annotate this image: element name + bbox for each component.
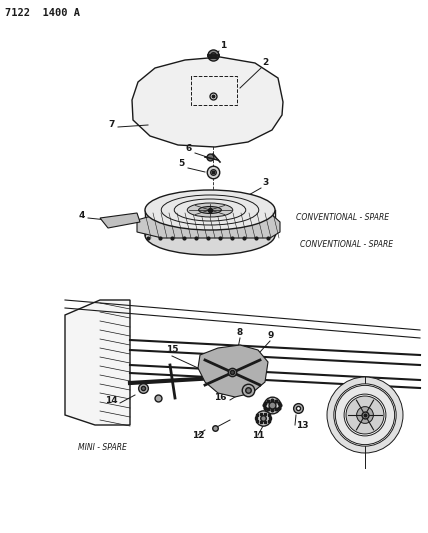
Text: 5: 5 bbox=[179, 159, 185, 168]
Text: 14: 14 bbox=[105, 396, 118, 405]
Ellipse shape bbox=[145, 190, 275, 230]
Circle shape bbox=[357, 407, 373, 423]
Text: 3: 3 bbox=[262, 178, 268, 187]
Ellipse shape bbox=[187, 203, 233, 217]
Text: 6: 6 bbox=[186, 144, 192, 153]
Text: 1: 1 bbox=[220, 41, 226, 50]
Text: 10: 10 bbox=[378, 423, 390, 432]
Text: CONVENTIONAL - SPARE: CONVENTIONAL - SPARE bbox=[300, 240, 393, 249]
Circle shape bbox=[334, 384, 396, 446]
Polygon shape bbox=[137, 213, 280, 238]
Text: 4: 4 bbox=[79, 211, 85, 220]
Text: 13: 13 bbox=[296, 421, 309, 430]
Text: MINI - SPARE: MINI - SPARE bbox=[78, 443, 127, 452]
Ellipse shape bbox=[145, 215, 275, 255]
Ellipse shape bbox=[199, 206, 221, 214]
Text: 12: 12 bbox=[192, 431, 204, 440]
Text: 2: 2 bbox=[262, 58, 268, 67]
Text: 7: 7 bbox=[109, 120, 115, 129]
Text: 15: 15 bbox=[166, 345, 178, 354]
Text: 8: 8 bbox=[237, 328, 243, 337]
Circle shape bbox=[344, 394, 386, 436]
Text: 11: 11 bbox=[252, 431, 264, 440]
Text: CONVENTIONAL - SPARE: CONVENTIONAL - SPARE bbox=[296, 213, 389, 222]
Polygon shape bbox=[198, 345, 268, 397]
Circle shape bbox=[336, 385, 395, 445]
Polygon shape bbox=[132, 57, 283, 147]
Text: 9: 9 bbox=[268, 331, 274, 340]
Circle shape bbox=[327, 377, 403, 453]
Polygon shape bbox=[65, 300, 130, 425]
Polygon shape bbox=[100, 213, 140, 228]
Text: 16: 16 bbox=[214, 393, 227, 402]
Text: 7122  1400 A: 7122 1400 A bbox=[5, 8, 80, 18]
Circle shape bbox=[346, 396, 384, 434]
